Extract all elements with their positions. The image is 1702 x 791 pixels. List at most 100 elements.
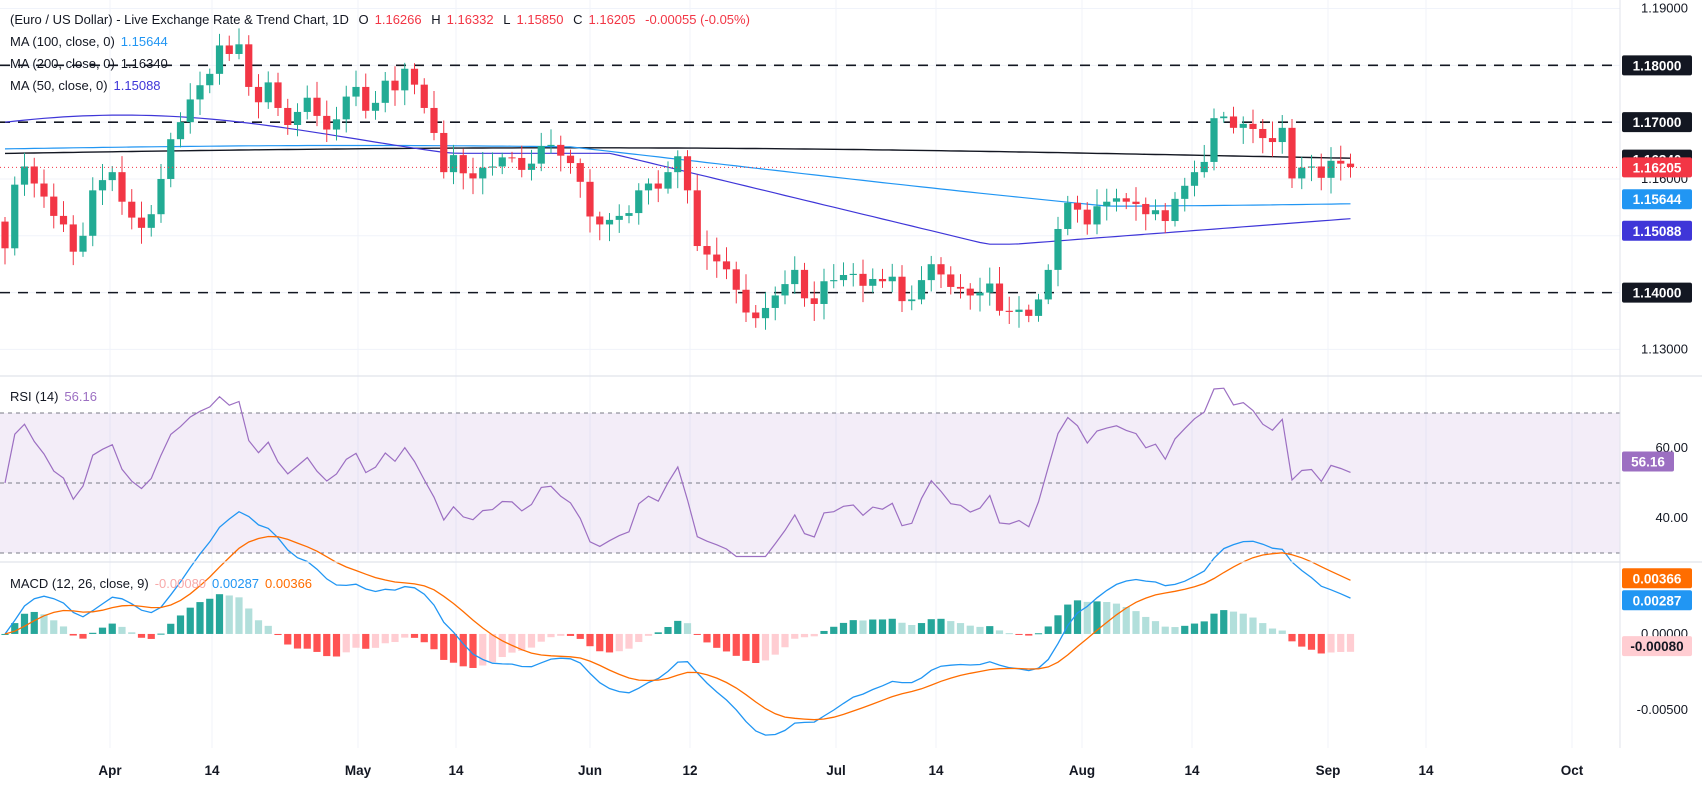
macd-histogram-bar [303, 633, 311, 649]
macd-tick-label: -0.00500 [1637, 702, 1688, 717]
macd-histogram-bar [566, 633, 575, 636]
rsi-legend[interactable]: RSI (14) 56.16 [10, 388, 103, 405]
macd-histogram-bar [771, 633, 779, 655]
macd-histogram-bar [830, 626, 838, 634]
rsi-value: 56.16 [64, 389, 97, 404]
candle-body [1112, 198, 1121, 202]
time-tick-label: 12 [682, 763, 697, 778]
macd-histogram-bar [323, 633, 331, 657]
candle-body [20, 166, 29, 185]
price-tag-label: 1.17000 [1633, 115, 1682, 130]
macd-histogram-bar [391, 633, 399, 643]
candle-body [11, 184, 19, 249]
high-label: H [431, 12, 441, 27]
candle-body [1249, 123, 1257, 129]
macd-histogram-bar [293, 633, 302, 649]
macd-histogram-bar [1151, 621, 1160, 634]
macd-line-value: 0.00287 [212, 576, 260, 591]
macd-histogram-bar [1278, 630, 1286, 634]
macd-histogram-bar [956, 623, 965, 634]
price-tag-bg [1622, 189, 1692, 210]
price-tag-bg [1622, 282, 1692, 303]
macd-histogram-bar [986, 626, 994, 634]
macd-histogram-bar [722, 633, 731, 652]
macd-histogram-bar [1249, 617, 1257, 634]
candle-body [459, 155, 467, 174]
candle-body [635, 190, 643, 214]
price-tick-label: 1.19000 [1641, 1, 1688, 16]
rsi-tick-label: 60.00 [1655, 440, 1688, 455]
time-tick-label: May [345, 763, 372, 778]
candle-body [791, 269, 799, 285]
macd-histogram-bar [352, 633, 360, 648]
macd-histogram-bar [215, 594, 224, 634]
candle-body [1298, 167, 1306, 179]
candle-body [293, 111, 302, 125]
candle-body [1103, 201, 1111, 207]
price-tag-bg [1622, 55, 1692, 76]
candle-body [449, 155, 458, 173]
candle-body [196, 85, 204, 100]
macd-histogram-bar [966, 625, 974, 634]
rsi-tag-bg [1622, 451, 1674, 472]
macd-histogram-bar [878, 619, 887, 634]
candle-body [254, 86, 263, 103]
macd-histogram-bar [547, 633, 555, 638]
macd-histogram-bar [479, 633, 487, 666]
macd-histogram-bar [1317, 633, 1325, 654]
ma50-legend[interactable]: MA (50, close, 0) 1.15088 [10, 77, 167, 94]
macd-histogram-bar [11, 623, 19, 634]
macd-tag-label: -0.00080 [1630, 639, 1683, 654]
macd-histogram-bar [527, 633, 536, 648]
rsi-pane: 60.00 40.00 56.16 [0, 387, 1688, 558]
macd-histogram-bar [79, 633, 87, 639]
macd-histogram-bar [732, 633, 740, 656]
price-tag-label: 1.15644 [1633, 192, 1682, 207]
macd-histogram-bar [50, 620, 58, 634]
macd-histogram-bar [917, 623, 926, 634]
macd-histogram-bar [1288, 633, 1296, 642]
candle-body [50, 196, 58, 216]
horizontal-levels [0, 64, 1620, 294]
macd-histogram-bar [839, 622, 848, 634]
candle-body [1229, 116, 1238, 128]
macd-label: MACD (12, 26, close, 9) [10, 576, 149, 591]
price-tag-bg [1622, 220, 1692, 241]
macd-histogram-bar [274, 633, 282, 636]
candle-body [79, 235, 87, 252]
price-tag-bg [1622, 112, 1692, 133]
price-tag-label: 1.18000 [1633, 58, 1682, 73]
candle-body [108, 172, 116, 181]
time-tick-label: 14 [204, 763, 220, 778]
macd-histogram-bar [459, 633, 467, 667]
time-axis: Apr 14 May 14 Jun 12 Jul 14 Aug 14 Sep 14 Oct [98, 763, 1583, 778]
candle-body [508, 157, 516, 159]
candle-body [342, 96, 350, 120]
candle-body [976, 292, 984, 296]
macd-histogram-bar [430, 633, 438, 650]
macd-histogram-bar [995, 630, 1004, 634]
macd-histogram-bar [557, 633, 565, 636]
candle-body [1044, 269, 1052, 300]
ma200-legend[interactable]: MA (200, close, 0) 1.16340 [10, 55, 174, 72]
macd-histogram-bar [674, 620, 682, 634]
candle-body [820, 281, 828, 304]
macd-histogram-bar [791, 633, 799, 639]
macd-histogram-bar [1210, 613, 1218, 634]
ma100-legend[interactable]: MA (100, close, 0) 1.15644 [10, 33, 174, 50]
candle-body [800, 269, 809, 299]
macd-histogram-bar [605, 633, 614, 653]
macd-legend[interactable]: MACD (12, 26, close, 9) -0.00080 0.00287 0.… [10, 575, 318, 592]
candle-body [917, 280, 926, 300]
candle-body [440, 132, 448, 173]
candle-body [830, 280, 838, 282]
macd-histogram-bar [284, 633, 292, 645]
macd-histogram-bar [381, 633, 389, 644]
time-tick-label: Jun [578, 763, 602, 778]
macd-histogram-bar [410, 633, 419, 638]
candle-body [225, 45, 233, 54]
macd-histogram-bar [654, 632, 662, 634]
candle-body [167, 139, 175, 179]
macd-histogram-bar [108, 623, 116, 634]
